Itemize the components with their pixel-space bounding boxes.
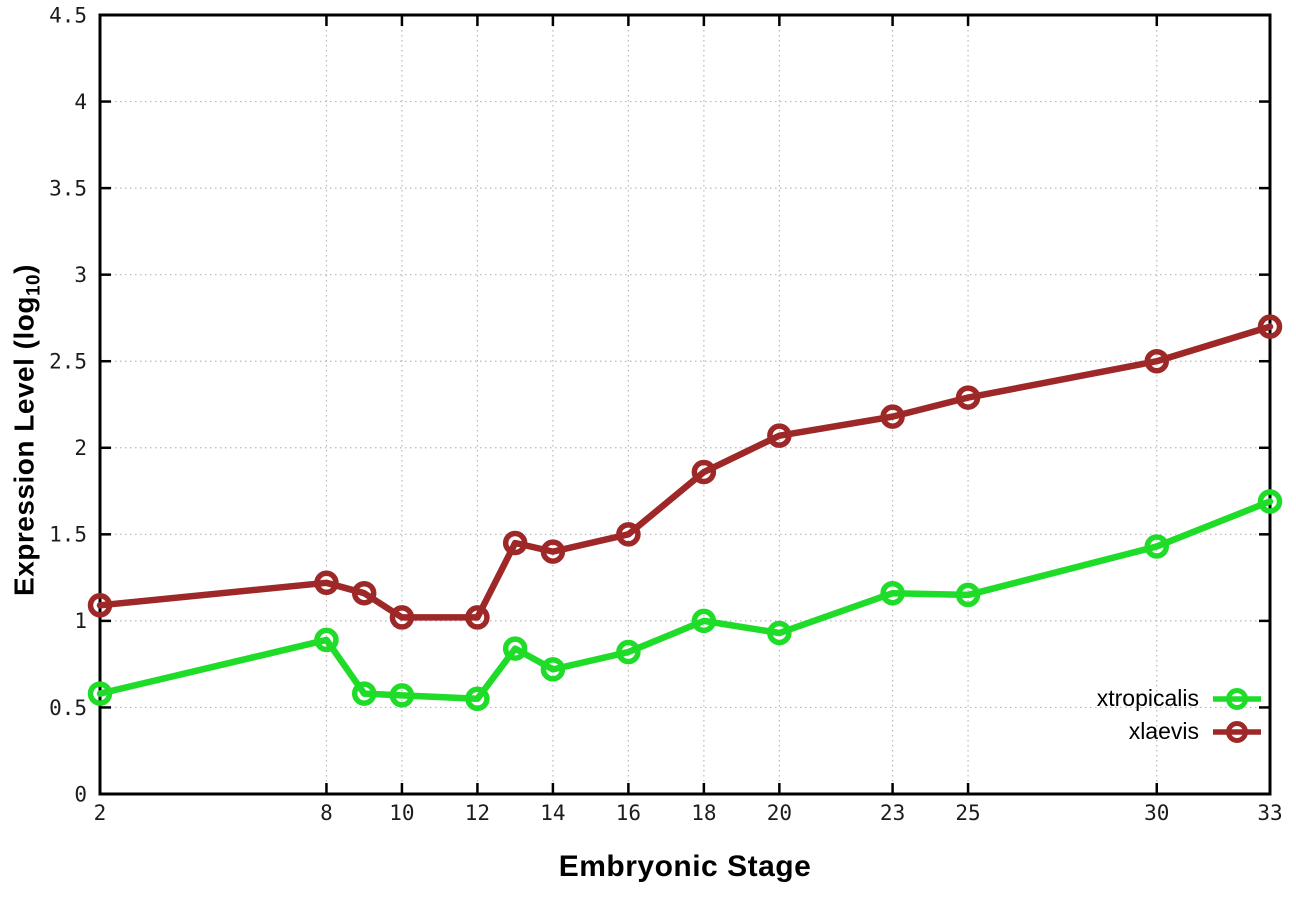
y-axis-title-text: Expression Level (log <box>8 296 40 596</box>
x-tick-label: 12 <box>465 801 490 825</box>
data-point-xlaevis <box>389 605 415 630</box>
data-point-xlaevis <box>1144 348 1170 374</box>
data-point-xtropicalis <box>465 686 490 712</box>
y-tick-label: 0.5 <box>49 696 87 720</box>
data-point-xtropicalis <box>1144 534 1170 559</box>
x-tick-label: 14 <box>540 801 565 825</box>
data-point-xtropicalis <box>616 639 641 665</box>
x-tick-label: 25 <box>955 801 980 825</box>
data-point-xtropicalis <box>314 627 339 653</box>
x-tick-label: 8 <box>320 801 333 825</box>
x-tick-label: 10 <box>389 801 414 825</box>
x-tick-label: 33 <box>1257 801 1282 825</box>
data-point-xlaevis <box>465 605 490 630</box>
y-axis-title: Expression Level (log10) <box>9 264 46 596</box>
y-tick-label: 2 <box>74 436 87 460</box>
x-tick-label: 2 <box>94 801 107 825</box>
y-tick-label: 1.5 <box>49 523 87 547</box>
legend-label-xlaevis: xlaevis <box>1128 718 1199 744</box>
y-tick-label: 3 <box>74 263 87 287</box>
series-line-xlaevis <box>96 323 1274 621</box>
plot-border <box>98 13 1272 796</box>
x-axis-title: Embryonic Stage <box>558 850 812 883</box>
data-point-xlaevis <box>1257 314 1283 339</box>
x-tick-label: 18 <box>691 801 716 825</box>
data-point-xlaevis <box>314 570 339 596</box>
data-point-xlaevis <box>540 539 566 564</box>
x-tick-label: 30 <box>1144 801 1169 825</box>
data-point-xlaevis <box>955 385 981 410</box>
data-point-xtropicalis <box>351 681 377 706</box>
data-point-xtropicalis <box>502 636 528 661</box>
data-point-xlaevis <box>87 593 113 618</box>
data-point-xtropicalis <box>540 657 566 682</box>
y-tick-label: 4 <box>74 90 87 114</box>
y-tick-label: 4.5 <box>49 3 87 27</box>
data-point-xtropicalis <box>955 582 981 608</box>
legend-label-xtropicalis: xtropicalis <box>1096 685 1199 711</box>
data-point-xtropicalis <box>389 683 415 708</box>
x-tick-label: 20 <box>767 801 792 825</box>
legend: xtropicalis xlaevis <box>1097 682 1263 748</box>
y-tick-label: 0 <box>74 782 87 806</box>
y-tick-label: 3.5 <box>49 176 87 200</box>
data-point-xlaevis <box>880 404 905 429</box>
data-point-xlaevis <box>691 459 717 485</box>
y-tick-label: 2.5 <box>49 350 87 374</box>
data-point-xtropicalis <box>767 620 792 646</box>
data-point-xtropicalis <box>691 608 717 634</box>
legend-item-xlaevis: xlaevis <box>1097 715 1263 748</box>
data-point-xlaevis <box>502 530 528 556</box>
series-line-xtropicalis <box>96 498 1274 703</box>
data-point-xtropicalis <box>880 580 905 606</box>
data-point-xtropicalis <box>1257 489 1283 514</box>
y-axis-title-subscript: 10 <box>23 273 45 297</box>
data-point-xlaevis <box>616 522 641 547</box>
data-point-xtropicalis <box>87 681 113 706</box>
legend-item-xtropicalis: xtropicalis <box>1097 682 1263 715</box>
y-tick-label: 1 <box>74 609 87 633</box>
x-tick-label: 23 <box>880 801 905 825</box>
y-axis-title-close: ) <box>8 264 40 274</box>
x-tick-label: 16 <box>616 801 641 825</box>
legend-marker-xtropicalis <box>1213 687 1261 710</box>
data-point-xlaevis <box>351 580 377 606</box>
legend-marker-xlaevis <box>1213 720 1261 743</box>
data-point-xlaevis <box>767 423 792 448</box>
